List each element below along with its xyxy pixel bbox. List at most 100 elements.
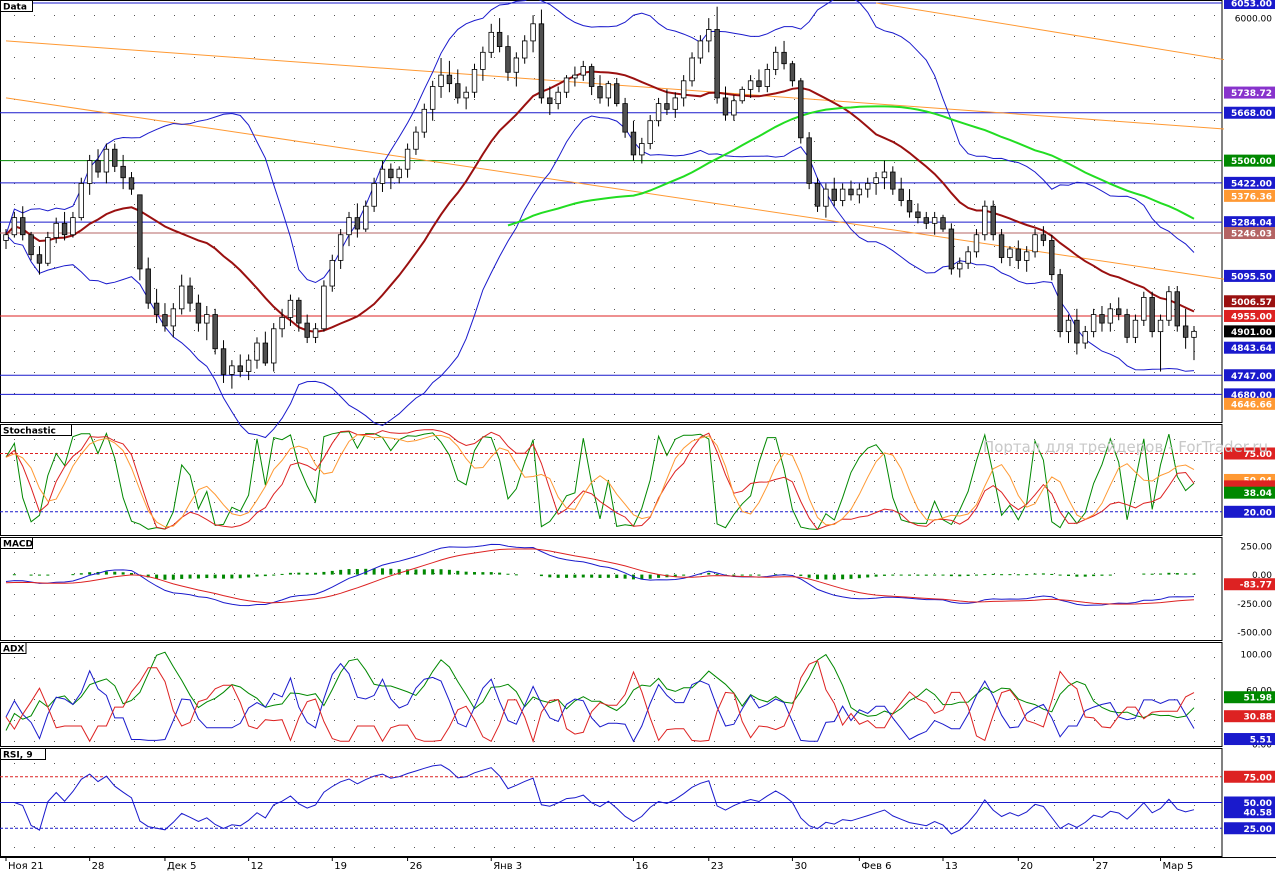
grid-dot: [654, 309, 655, 310]
grid-dot: [1214, 267, 1215, 268]
grid-dot: [294, 847, 295, 848]
grid-dot: [814, 460, 815, 461]
grid-dot: [414, 552, 415, 553]
grid-dot: [94, 372, 95, 373]
grid-dot: [614, 36, 615, 37]
macd-hist-bar: [406, 569, 410, 575]
grid-dot: [1214, 330, 1215, 331]
grid-dot: [634, 826, 635, 827]
grid-dot: [454, 594, 455, 595]
grid-dot: [1054, 414, 1055, 415]
grid-dot: [1074, 615, 1075, 616]
grid-dot: [354, 414, 355, 415]
grid-dot: [374, 309, 375, 310]
grid-dot: [1154, 481, 1155, 482]
grid-dot: [694, 636, 695, 637]
grid-dot: [574, 267, 575, 268]
grid-dot: [874, 288, 875, 289]
grid-dot: [594, 481, 595, 482]
grid-dot: [754, 330, 755, 331]
grid-dot: [834, 309, 835, 310]
grid-dot: [954, 330, 955, 331]
grid-dot: [854, 523, 855, 524]
grid-dot: [74, 330, 75, 331]
grid-dot: [374, 763, 375, 764]
grid-dot: [354, 36, 355, 37]
macd-hist-bar: [1192, 573, 1196, 575]
grid-dot: [334, 15, 335, 16]
grid-dot: [454, 78, 455, 79]
grid-dot: [114, 615, 115, 616]
grid-dot: [1194, 267, 1195, 268]
grid-dot: [1114, 267, 1115, 268]
grid-dot: [194, 741, 195, 742]
grid-dot: [594, 393, 595, 394]
grid-dot: [854, 246, 855, 247]
grid-dot: [1154, 439, 1155, 440]
grid-dot: [34, 78, 35, 79]
grid-dot: [614, 393, 615, 394]
grid-dot: [434, 267, 435, 268]
grid-dot: [54, 741, 55, 742]
grid-dot: [594, 204, 595, 205]
macd-hist-bar: [573, 574, 577, 578]
candle-body: [86, 160, 93, 184]
grid-dot: [154, 847, 155, 848]
candle-body: [513, 57, 520, 73]
grid-dot: [514, 552, 515, 553]
grid-dot: [674, 657, 675, 658]
grid-dot: [274, 523, 275, 524]
grid-dot: [714, 460, 715, 461]
grid-dot: [494, 309, 495, 310]
grid-dot: [454, 741, 455, 742]
x-tick-label: 23: [711, 861, 724, 872]
candle-body: [162, 314, 168, 327]
grid-dot: [1034, 636, 1035, 637]
grid-dot: [734, 439, 735, 440]
grid-dot: [1014, 57, 1015, 58]
grid-dot: [294, 523, 295, 524]
grid-dot: [834, 657, 835, 658]
grid-dot: [474, 288, 475, 289]
grid-dot: [154, 183, 155, 184]
grid-dot: [374, 78, 375, 79]
grid-dot: [654, 636, 655, 637]
grid-dot: [294, 99, 295, 100]
y-tick-label: 250.00: [1241, 542, 1273, 552]
grid-dot: [894, 636, 895, 637]
grid-dot: [474, 267, 475, 268]
grid-dot: [694, 414, 695, 415]
grid-dot: [1214, 523, 1215, 524]
grid-dot: [394, 120, 395, 121]
grid-dot: [154, 351, 155, 352]
macd-hist-bar: [749, 574, 753, 576]
grid-dot: [534, 162, 535, 163]
grid-dot: [554, 741, 555, 742]
grid-dot: [1194, 162, 1195, 163]
grid-dot: [54, 141, 55, 142]
grid-dot: [254, 225, 255, 226]
grid-dot: [1174, 502, 1175, 503]
grid-dot: [1214, 15, 1215, 16]
grid-dot: [154, 162, 155, 163]
grid-dot: [1154, 552, 1155, 553]
grid-dot: [334, 204, 335, 205]
grid-dot: [294, 481, 295, 482]
grid-dot: [894, 573, 895, 574]
grid-dot: [394, 330, 395, 331]
macd-hist-bar: [397, 569, 401, 575]
grid-dot: [894, 57, 895, 58]
grid-dot: [1014, 288, 1015, 289]
grid-dot: [34, 720, 35, 721]
grid-dot: [514, 162, 515, 163]
grid-dot: [894, 826, 895, 827]
grid-dot: [214, 699, 215, 700]
grid-dot: [954, 267, 955, 268]
grid-dot: [1094, 763, 1095, 764]
grid-dot: [934, 805, 935, 806]
grid-dot: [774, 741, 775, 742]
candle-body: [36, 254, 43, 264]
grid-dot: [714, 141, 715, 142]
grid-dot: [954, 246, 955, 247]
grid-dot: [1114, 699, 1115, 700]
